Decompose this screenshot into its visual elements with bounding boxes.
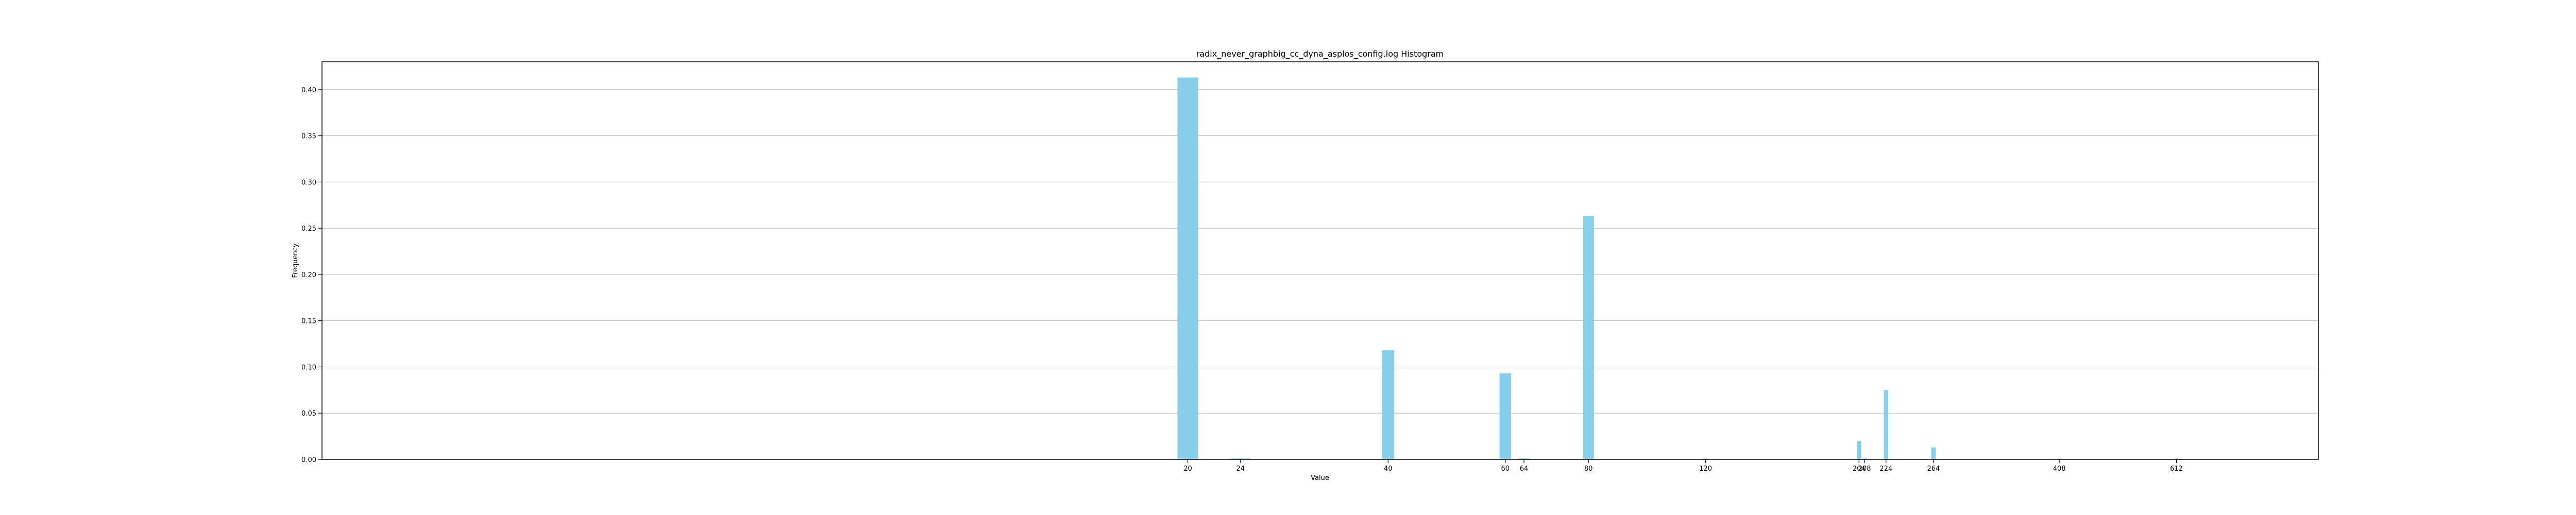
x-tick-label: 80: [1584, 465, 1593, 473]
histogram-bars: [1177, 77, 2179, 459]
x-tick-label: 120: [1699, 465, 1712, 473]
histogram-bar: [1703, 458, 1708, 459]
chart-title: radix_never_graphbig_cc_dyna_asplos_conf…: [1196, 49, 1444, 59]
histogram-bar: [2174, 458, 2179, 459]
plot-area-frame: [321, 61, 2319, 460]
histogram-bar: [1884, 390, 1889, 459]
x-tick-label: 64: [1520, 465, 1529, 473]
y-tick-label: 0.15: [301, 318, 316, 325]
x-axis-label: Value: [1311, 474, 1329, 482]
y-tick-label: 0.00: [301, 456, 316, 464]
x-tick-label: 20: [1183, 465, 1192, 473]
y-axis-ticks: 0.00 0.05 0.10 0.15 0.20 0.25 0.30 0.35 0.40: [301, 87, 322, 464]
y-gridlines: [322, 89, 2318, 414]
y-axis-label: Frequency: [292, 243, 299, 278]
x-tick-label: 408: [2053, 465, 2066, 473]
histogram-bar: [1499, 373, 1511, 459]
histogram-bar: [2057, 458, 2062, 459]
histogram-bar: [1856, 441, 1861, 459]
histogram-bar: [1382, 350, 1395, 459]
y-tick-label: 0.35: [301, 133, 316, 141]
histogram-bar: [1931, 447, 1936, 459]
x-tick-label: 204: [1853, 465, 1866, 473]
histogram-bar: [1862, 458, 1867, 459]
x-tick-label: 208: [1858, 465, 1871, 473]
x-tick-label: 24: [1236, 465, 1245, 473]
x-tick-label: 60: [1501, 465, 1510, 473]
y-tick-label: 0.05: [301, 410, 316, 418]
histogram-bar: [1230, 458, 1251, 459]
x-tick-label: 40: [1384, 465, 1393, 473]
x-tick-label: 224: [1879, 465, 1892, 473]
histogram-bar: [1583, 216, 1594, 459]
histogram-bar: [1177, 77, 1198, 459]
y-tick-label: 0.30: [301, 179, 316, 186]
y-tick-label: 0.40: [301, 87, 316, 94]
y-tick-label: 0.25: [301, 225, 316, 233]
histogram-bar: [1518, 458, 1530, 459]
x-tick-label: 612: [2170, 465, 2183, 473]
y-tick-label: 0.20: [301, 271, 316, 279]
y-tick-label: 0.10: [301, 364, 316, 371]
x-tick-label: 264: [1927, 465, 1940, 473]
